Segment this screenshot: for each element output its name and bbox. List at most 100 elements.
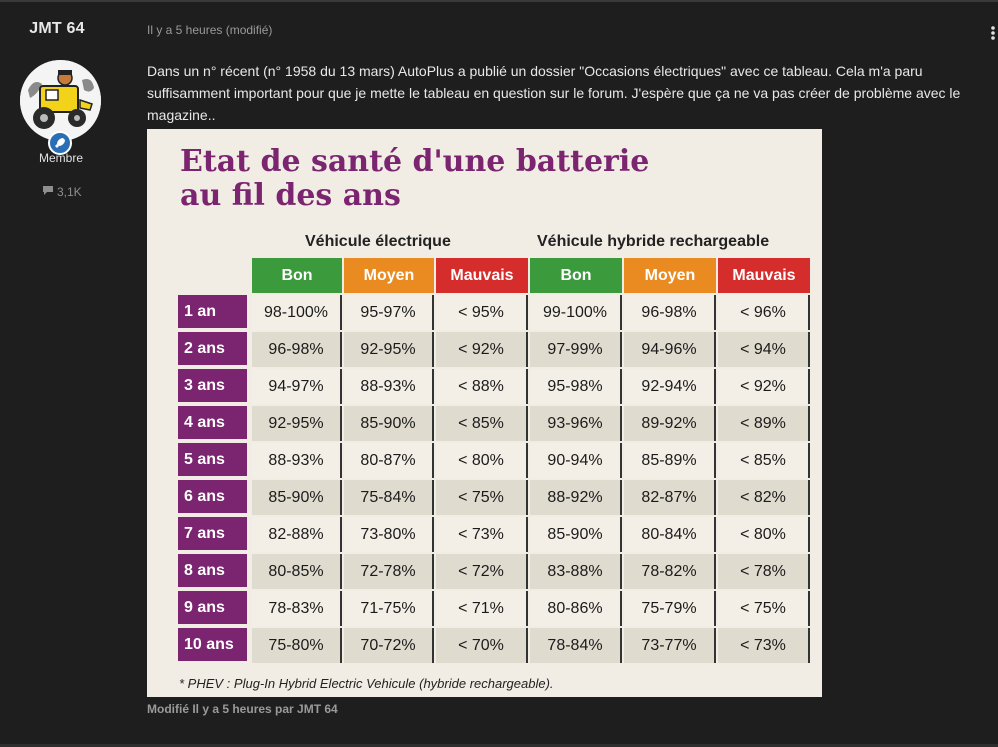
table-row: 9 ans 78-83% 71-75% < 71% 80-86% 75-79% < 75% <box>178 591 810 626</box>
table-cell: 82-87% <box>624 480 716 515</box>
article-footnote: * PHEV : Plug-In Hybrid Electric Vehicul… <box>179 676 554 691</box>
table-cell: 80-84% <box>624 517 716 552</box>
table-cell: 75-79% <box>624 591 716 626</box>
table-cell: < 92% <box>436 332 528 367</box>
table-cell: < 82% <box>718 480 810 515</box>
author-panel: JMT 64 Membre <box>0 0 136 747</box>
table-cell: < 73% <box>436 517 528 552</box>
table-cell: 99-100% <box>530 295 622 330</box>
table-cell: < 70% <box>436 628 528 663</box>
row-year-label: 9 ans <box>178 591 247 624</box>
table-cell: < 75% <box>718 591 810 626</box>
table-cell: 93-96% <box>530 406 622 441</box>
table-cell: < 88% <box>436 369 528 404</box>
table-cell: < 72% <box>436 554 528 589</box>
post-timestamp[interactable]: Il y a 5 heures (modifié) <box>147 23 273 37</box>
author-role: Membre <box>38 151 83 165</box>
post-top-border <box>0 0 998 2</box>
table-cell: 96-98% <box>624 295 716 330</box>
table-row: 3 ans 94-97% 88-93% < 88% 95-98% 92-94% < 92% <box>178 369 810 404</box>
article-title-line2: au fil des ans <box>180 178 401 213</box>
modified-note: Modifié Il y a 5 heures par JMT 64 <box>147 702 338 716</box>
avatar[interactable] <box>20 60 101 141</box>
table-cell: 89-92% <box>624 406 716 441</box>
table-cell: 70-72% <box>344 628 434 663</box>
table-cell: < 80% <box>436 443 528 478</box>
post-count-value: 3,1K <box>57 185 82 199</box>
table-cell: 78-82% <box>624 554 716 589</box>
group-phev-label: Véhicule hybride rechargeable <box>537 233 770 250</box>
header-phev-moyen: Moyen <box>624 258 716 293</box>
table-cell: 90-94% <box>530 443 622 478</box>
table-cell: 73-77% <box>624 628 716 663</box>
table-cell: < 85% <box>718 443 810 478</box>
row-year-label: 6 ans <box>178 480 247 513</box>
table-cell: 85-90% <box>344 406 434 441</box>
table-cell: < 85% <box>436 406 528 441</box>
table-cell: 98-100% <box>252 295 342 330</box>
table-cell: 85-90% <box>530 517 622 552</box>
row-year-label: 3 ans <box>178 369 247 402</box>
table-cell: 96-98% <box>252 332 342 367</box>
table-row: 6 ans 85-90% 75-84% < 75% 88-92% 82-87% < 82% <box>178 480 810 515</box>
table-cell: < 73% <box>718 628 810 663</box>
table-cell: 92-95% <box>252 406 342 441</box>
table-cell: 85-90% <box>252 480 342 515</box>
header-phev-bon: Bon <box>530 258 622 293</box>
row-year-label: 1 an <box>178 295 247 328</box>
header-ev-mauvais: Mauvais <box>436 258 528 293</box>
table-cell: 97-99% <box>530 332 622 367</box>
article-image[interactable]: Etat de santé d'une batterie au fil des … <box>147 129 822 697</box>
post-count: 3,1K <box>42 185 82 199</box>
table-row: 10 ans 75-80% 70-72% < 70% 78-84% 73-77% < 73% <box>178 628 810 663</box>
table-cell: 75-80% <box>252 628 342 663</box>
table-cell: 94-97% <box>252 369 342 404</box>
table-row: 1 an 98-100% 95-97% < 95% 99-100% 96-98% < 96% <box>178 295 810 330</box>
table-cell: < 94% <box>718 332 810 367</box>
table-cell: 88-93% <box>344 369 434 404</box>
author-username[interactable]: JMT 64 <box>29 20 85 37</box>
header-ev-bon: Bon <box>252 258 342 293</box>
post-menu-icon[interactable] <box>990 26 996 45</box>
table-cell: 95-97% <box>344 295 434 330</box>
header-phev-mauvais: Mauvais <box>718 258 810 293</box>
table-cell: < 96% <box>718 295 810 330</box>
table-cell: 92-94% <box>624 369 716 404</box>
post-bottom-border <box>0 744 998 747</box>
comment-icon <box>42 185 54 199</box>
table-cell: 78-84% <box>530 628 622 663</box>
table-cell: 94-96% <box>624 332 716 367</box>
table-cell: < 95% <box>436 295 528 330</box>
table-cell: 73-80% <box>344 517 434 552</box>
table-cell: 92-95% <box>344 332 434 367</box>
article-title: Etat de santé d'une batterie au fil des … <box>180 145 649 213</box>
table-row: 7 ans 82-88% 73-80% < 73% 85-90% 80-84% < 80% <box>178 517 810 552</box>
table-row: 4 ans 92-95% 85-90% < 85% 93-96% 89-92% < 89% <box>178 406 810 441</box>
table-cell: < 92% <box>718 369 810 404</box>
table-cell: 72-78% <box>344 554 434 589</box>
post-body-text: Dans un n° récent (n° 1958 du 13 mars) A… <box>147 63 961 123</box>
table-cell: < 71% <box>436 591 528 626</box>
table-cell: < 89% <box>718 406 810 441</box>
row-year-label: 7 ans <box>178 517 247 550</box>
table-cell: 80-87% <box>344 443 434 478</box>
article-title-line1: Etat de santé d'une batterie <box>180 144 650 179</box>
table-row: 5 ans 88-93% 80-87% < 80% 90-94% 85-89% < 85% <box>178 443 810 478</box>
table-row: 8 ans 80-85% 72-78% < 72% 83-88% 78-82% < 78% <box>178 554 810 589</box>
table-cell: 88-93% <box>252 443 342 478</box>
table-cell: 82-88% <box>252 517 342 552</box>
table-cell: 88-92% <box>530 480 622 515</box>
row-year-label: 4 ans <box>178 406 247 439</box>
table-cell: 80-85% <box>252 554 342 589</box>
table-cell: 83-88% <box>530 554 622 589</box>
header-ev-moyen: Moyen <box>344 258 434 293</box>
row-year-label: 2 ans <box>178 332 247 365</box>
table-cell: < 78% <box>718 554 810 589</box>
row-year-label: 8 ans <box>178 554 247 587</box>
row-year-label: 5 ans <box>178 443 247 476</box>
table-cell: 78-83% <box>252 591 342 626</box>
rocket-icon <box>48 131 72 155</box>
table-cell: 71-75% <box>344 591 434 626</box>
row-year-label: 10 ans <box>178 628 247 661</box>
